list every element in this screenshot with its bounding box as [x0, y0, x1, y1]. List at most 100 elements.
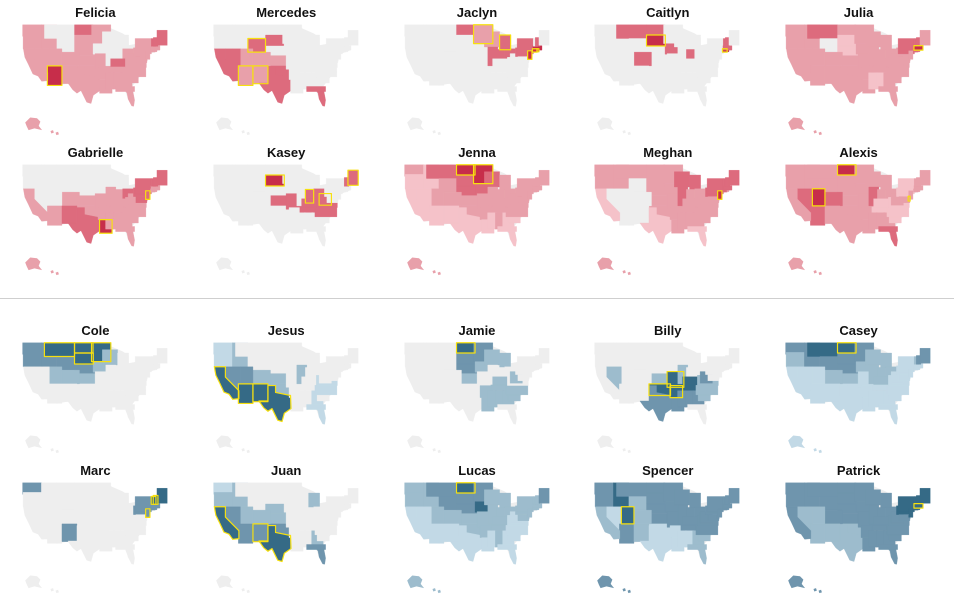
state-wi [674, 31, 691, 48]
state-nj [527, 508, 532, 518]
state-mi [499, 352, 511, 368]
state-az [619, 523, 635, 544]
state-ms [677, 72, 687, 90]
state-ms [868, 212, 878, 230]
panel-title: Patrick [836, 463, 881, 478]
state-ut [49, 48, 63, 67]
state-ms [868, 530, 878, 548]
state-tx [830, 385, 864, 422]
state-nm [824, 383, 841, 402]
state-nc [123, 385, 147, 395]
state-md [898, 514, 911, 521]
state-ut [430, 366, 444, 385]
state-ak [406, 257, 424, 271]
state-or [404, 174, 425, 189]
state-nd [837, 342, 857, 354]
choropleth-map [4, 476, 188, 594]
panel-title: Spencer [642, 463, 694, 478]
state-nm [824, 65, 841, 84]
us-map-svg [22, 164, 168, 276]
state-ms [105, 390, 115, 408]
us-map-svg [22, 342, 168, 454]
state-az [619, 205, 635, 226]
section-divider [0, 298, 954, 299]
us-map-svg [404, 482, 549, 594]
state-co [61, 191, 80, 207]
state-md [708, 56, 720, 63]
state-nc [123, 525, 147, 535]
state-md [135, 374, 148, 381]
state-nj [336, 190, 341, 200]
state-fl [687, 226, 708, 247]
map-panel-jaclyn: Jaclyn [382, 0, 573, 140]
map-panel-caitlyn: Caitlyn [572, 0, 763, 140]
state-ny [134, 356, 152, 373]
highlight-ma [913, 503, 924, 509]
state-ms [105, 72, 115, 90]
state-nd [646, 342, 666, 354]
state-sd [265, 352, 285, 365]
state-mi [689, 174, 702, 190]
highlight-ct [722, 48, 729, 53]
state-mt [425, 164, 457, 179]
state-co [824, 51, 843, 67]
state-mi [689, 492, 702, 508]
map-panel-spencer: Spencer [572, 458, 763, 598]
state-ms [677, 212, 687, 230]
state-me [538, 30, 549, 46]
state-or [22, 492, 44, 507]
state-co [443, 191, 462, 207]
state-ut [240, 188, 253, 207]
us-map-svg [785, 482, 931, 594]
state-mi [117, 492, 129, 508]
state-sd [455, 352, 476, 365]
map-panel-juan: Juan [191, 458, 382, 598]
state-nc [505, 207, 528, 217]
state-hi [813, 448, 823, 454]
highlight-nd [455, 342, 476, 354]
panel-title: Juan [271, 463, 302, 478]
choropleth-map [4, 18, 188, 136]
map-panel-casey: Casey [763, 318, 954, 458]
state-or [22, 34, 44, 49]
state-mi [117, 352, 129, 368]
state-az [619, 65, 635, 86]
state-nj [527, 190, 532, 200]
panel-title: Meghan [643, 145, 693, 160]
state-nc [314, 385, 337, 395]
state-wi [102, 31, 118, 48]
state-mt [235, 482, 266, 497]
state-mi [308, 352, 320, 368]
state-or [786, 34, 807, 49]
state-nm [61, 65, 78, 84]
state-me [156, 30, 168, 46]
state-nc [886, 207, 910, 217]
state-ak [215, 435, 233, 449]
map-panel-jamie: Jamie [382, 318, 573, 458]
state-wi [102, 349, 118, 366]
us-map-svg [404, 24, 549, 136]
state-mt [44, 164, 75, 179]
state-ny [516, 356, 534, 373]
state-ak [788, 435, 806, 449]
highlight-mn [472, 164, 494, 185]
state-fl [115, 544, 135, 565]
us-map-svg [594, 482, 740, 594]
state-nc [696, 207, 719, 217]
state-wi [483, 489, 500, 506]
state-nj [145, 508, 151, 518]
state-fl [115, 86, 135, 107]
state-mt [44, 482, 75, 497]
state-mt [616, 342, 648, 357]
state-az [810, 383, 826, 404]
choropleth-map [195, 158, 379, 276]
state-tx [67, 385, 101, 422]
state-ny [325, 356, 343, 373]
state-sd [455, 174, 476, 187]
state-me [538, 348, 549, 364]
state-mi [880, 352, 892, 368]
state-ny [516, 496, 534, 513]
highlight-ca [213, 366, 240, 400]
state-me [538, 170, 549, 186]
state-or [404, 492, 425, 507]
